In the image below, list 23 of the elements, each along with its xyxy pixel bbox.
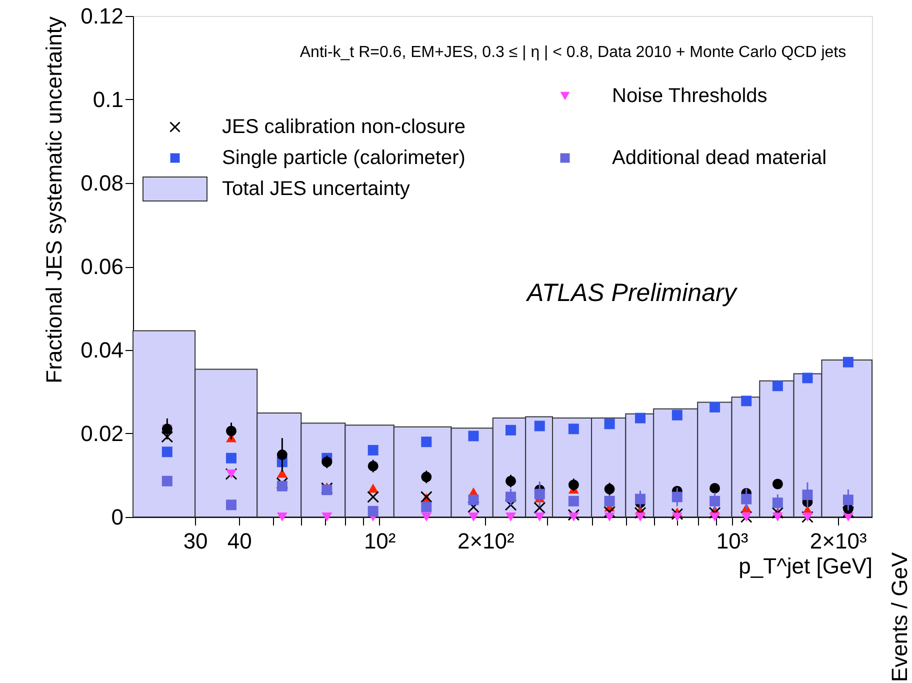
x-tick-label: 30 (183, 528, 208, 554)
y-tick-label: 0.08 (80, 170, 124, 196)
legend-label: Additional dead material (612, 147, 827, 169)
legend-label: Single particle (calorimeter) (222, 147, 466, 169)
x-tick-label: 2×10³ (810, 528, 867, 554)
y-tick-label: 0.04 (80, 338, 124, 362)
annotation: ATLAS Preliminary (525, 279, 738, 307)
legend-label: JES calibration non-closure (222, 116, 466, 138)
legend-label: Noise Thresholds (612, 85, 768, 107)
x-tick-label: 2×10² (457, 528, 514, 554)
y-tick-label: 0.02 (80, 421, 124, 446)
y-tick-label: 0.1 (92, 87, 124, 112)
y-tick-label: 0 (111, 504, 124, 530)
y-tick-label: 0.12 (80, 4, 124, 28)
x-tick-label: 10³ (716, 528, 748, 554)
x-tick-label: 40 (227, 528, 252, 554)
y2-axis-title: Events / GeV (887, 552, 912, 682)
legend-label: Total JES uncertainty (222, 178, 410, 200)
annotation: Anti-k_t R=0.6, EM+JES, 0.3 ≤ | η | < 0.8, Data 2010 + Monte Carlo QCD jets (300, 44, 846, 61)
y-tick-label: 0.06 (80, 254, 124, 279)
x-tick-label: 10² (364, 528, 396, 554)
y-axis-title: Fractional JES systematic uncertainty (42, 16, 67, 384)
x-axis-title: p_T^jet [GeV] (738, 554, 872, 578)
